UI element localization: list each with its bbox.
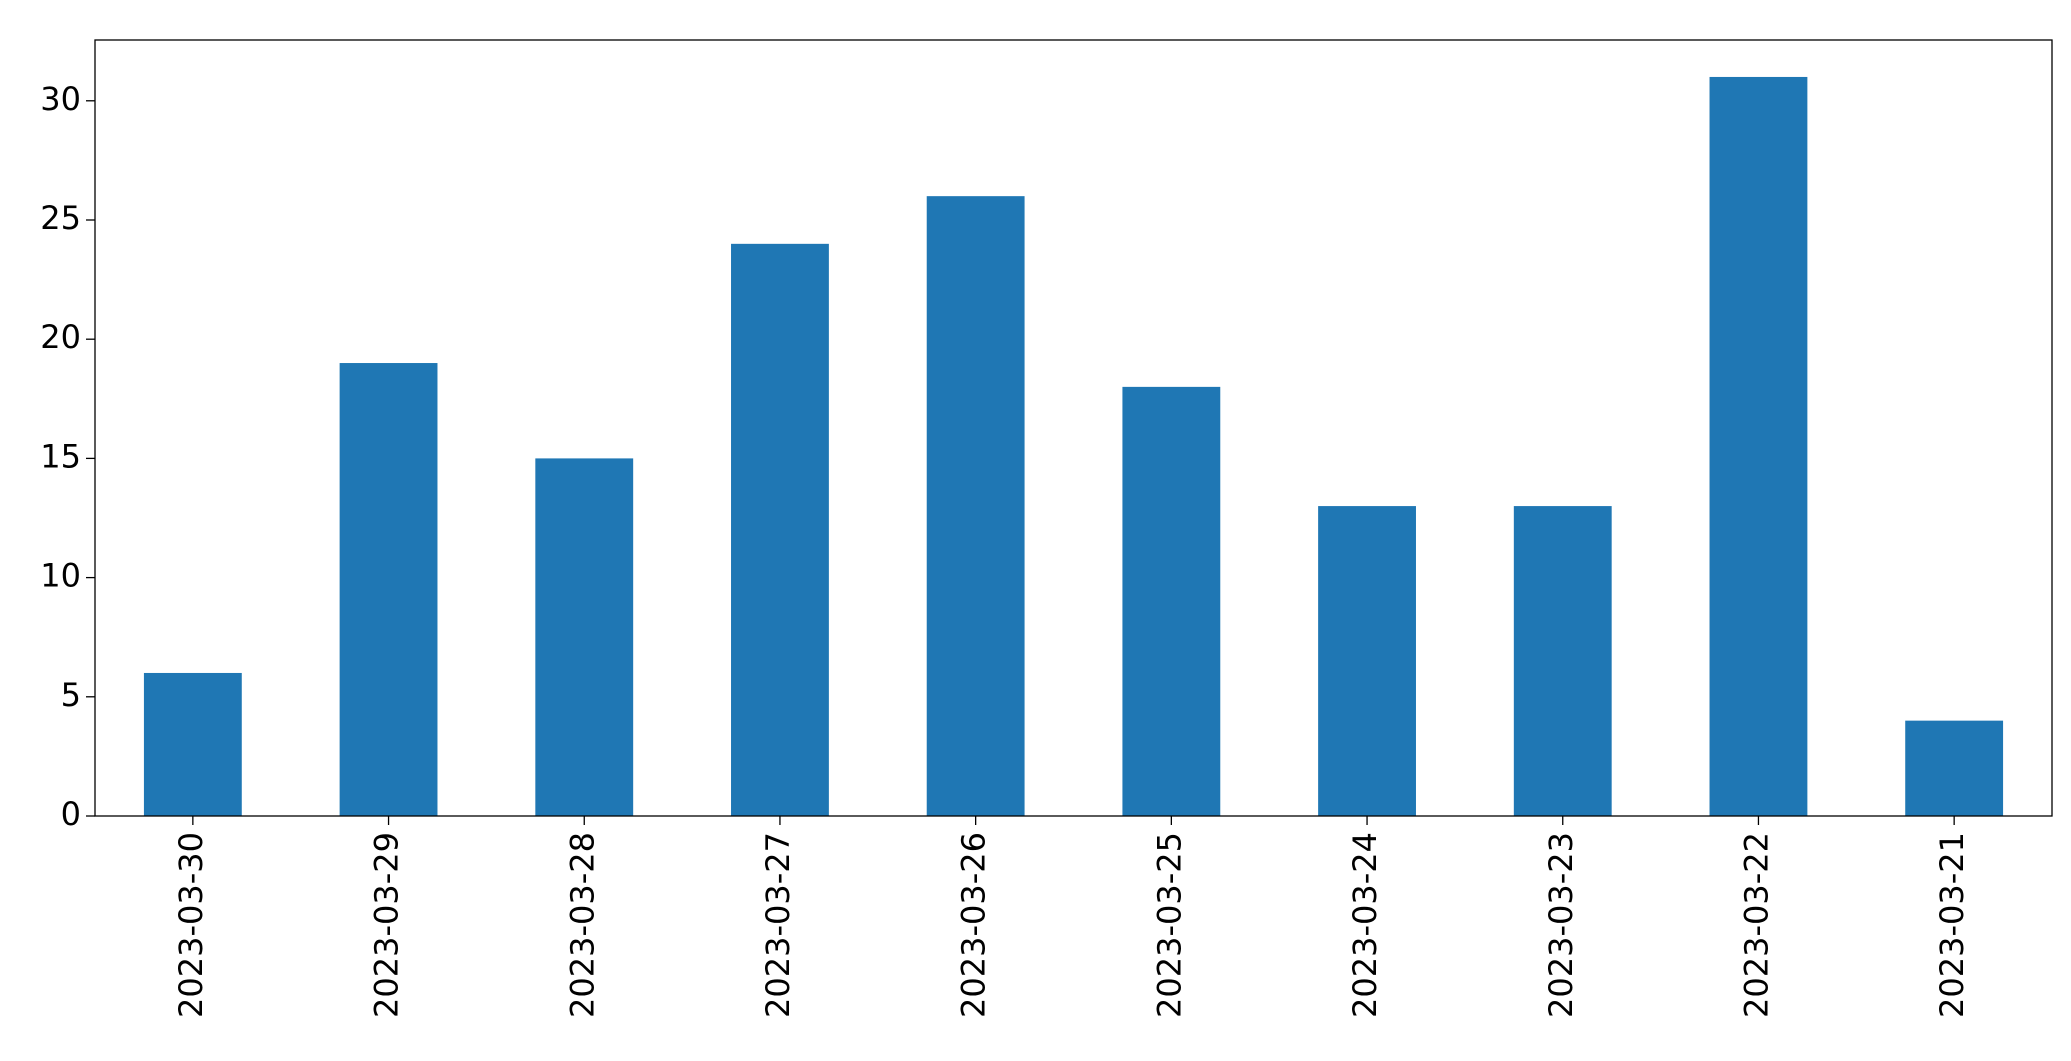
x-tick-label: 2023-03-22 xyxy=(1737,832,1775,1018)
bar xyxy=(1709,76,1808,816)
bar xyxy=(339,363,438,816)
plot-frame xyxy=(94,39,2053,817)
bar xyxy=(926,196,1025,816)
y-tick-label: 15 xyxy=(40,437,81,475)
bar xyxy=(731,243,829,816)
y-tick-label: 0 xyxy=(61,795,81,833)
x-tick-label: 2023-03-28 xyxy=(563,832,601,1018)
bar xyxy=(1905,720,2004,816)
x-tick-label: 2023-03-27 xyxy=(759,832,797,1018)
x-tick-label: 2023-03-30 xyxy=(172,832,210,1018)
y-tick-label: 25 xyxy=(40,199,81,237)
x-tick-label: 2023-03-21 xyxy=(1933,832,1971,1018)
y-tick-label: 20 xyxy=(40,318,81,356)
x-tick-label: 2023-03-29 xyxy=(368,832,406,1018)
y-tick-label: 30 xyxy=(40,80,81,118)
y-tick-label: 10 xyxy=(40,557,81,595)
x-tick-label: 2023-03-24 xyxy=(1346,832,1384,1018)
x-tick-label: 2023-03-26 xyxy=(955,832,993,1018)
x-tick-label: 2023-03-25 xyxy=(1150,832,1188,1018)
y-tick-label: 5 xyxy=(61,676,81,714)
bar xyxy=(535,458,634,816)
bar xyxy=(1122,386,1221,816)
bar xyxy=(1513,506,1612,816)
bar xyxy=(1318,506,1416,816)
x-tick-label: 2023-03-23 xyxy=(1542,832,1580,1018)
bar xyxy=(143,672,242,816)
